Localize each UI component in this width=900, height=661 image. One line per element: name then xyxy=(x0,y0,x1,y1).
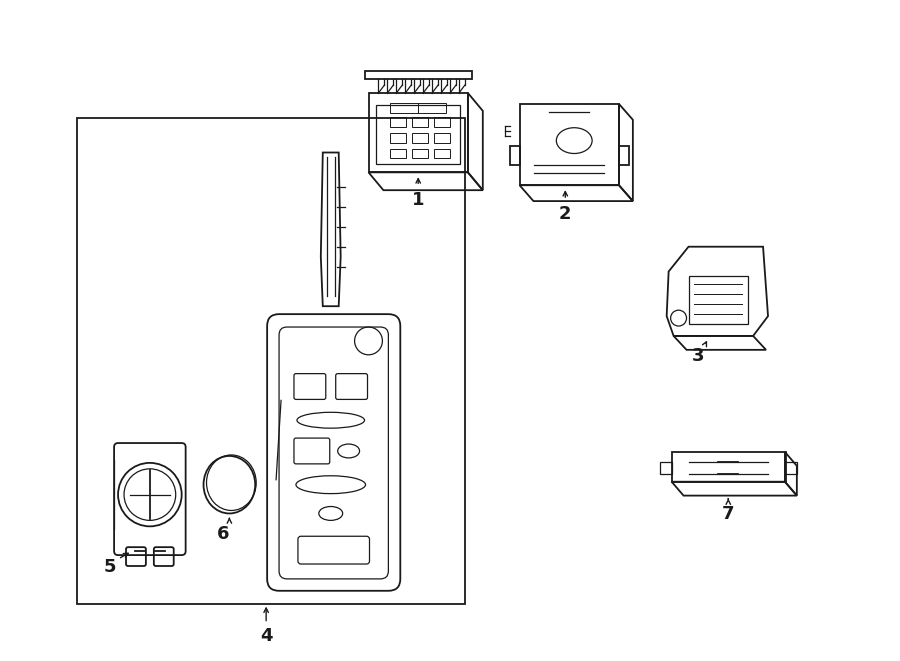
Bar xyxy=(509,145,519,165)
Bar xyxy=(77,118,465,603)
Bar xyxy=(391,133,406,143)
Text: 3: 3 xyxy=(692,347,705,365)
Text: 4: 4 xyxy=(260,627,273,645)
Bar xyxy=(688,276,748,324)
Bar xyxy=(391,103,446,113)
Bar xyxy=(434,133,450,143)
Text: 6: 6 xyxy=(217,525,230,543)
Text: 1: 1 xyxy=(412,191,425,209)
Bar xyxy=(619,145,629,165)
Bar xyxy=(412,117,428,127)
Bar xyxy=(368,93,468,173)
Text: 2: 2 xyxy=(559,205,572,223)
Bar xyxy=(785,462,796,474)
Bar xyxy=(671,452,786,482)
Text: 7: 7 xyxy=(722,506,734,524)
Bar xyxy=(434,117,450,127)
Bar xyxy=(391,117,406,127)
Bar xyxy=(364,71,472,79)
Bar xyxy=(412,149,428,159)
Bar xyxy=(412,133,428,143)
Bar xyxy=(519,104,619,185)
Bar xyxy=(391,149,406,159)
Bar xyxy=(376,105,460,165)
Bar xyxy=(660,462,671,474)
Bar xyxy=(434,149,450,159)
Text: 5: 5 xyxy=(104,558,116,576)
